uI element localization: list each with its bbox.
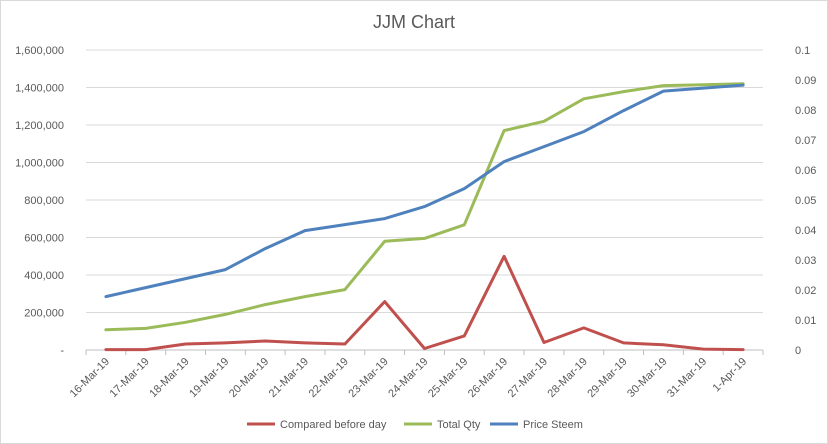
legend-label: Price Steem [523,419,583,431]
y-right-tick-label: 0.09 [795,75,816,87]
y-right-tick-label: 0.1 [795,45,810,57]
y-left-tick-label: 1,200,000 [15,120,64,132]
y-right-tick-label: 0 [795,345,801,357]
y-right-tick-label: 0.06 [795,165,816,177]
y-axis-left: - 200,000 400,000 600,000 800,000 1,000,000 1,… [15,45,64,357]
series-line-price-steem [104,83,745,299]
chart-title: JJM Chart [373,12,455,32]
y-right-tick-label: 0.05 [795,195,816,207]
series-line-total-qty [104,82,745,332]
y-left-tick-label: 400,000 [24,270,64,282]
y-right-tick-label: 0.02 [795,285,816,297]
series-lines [104,82,745,352]
y-right-tick-label: 0.01 [795,315,816,327]
y-right-tick-label: 0.07 [795,135,816,147]
y-left-tick-label: 1,000,000 [15,158,64,170]
legend-label: Compared before day [280,419,387,431]
legend: Compared before day Total Qty Price Steem [247,419,583,431]
y-left-tick-label: 1,400,000 [15,83,64,95]
y-axis-right: 0 0.01 0.02 0.03 0.04 0.05 0.06 0.07 0.08 0.09 0.1 [795,45,816,357]
y-left-tick-label: - [60,345,64,357]
y-left-tick-label: 800,000 [24,195,64,207]
y-right-tick-label: 0.04 [795,225,816,237]
y-left-tick-label: 600,000 [24,233,64,245]
series-line-compared-before-day [104,254,745,352]
legend-label: Total Qty [437,419,481,431]
y-right-tick-label: 0.03 [795,255,816,267]
y-left-tick-label: 200,000 [24,308,64,320]
y-left-tick-label: 1,600,000 [15,45,64,57]
y-right-tick-label: 0.08 [795,105,816,117]
